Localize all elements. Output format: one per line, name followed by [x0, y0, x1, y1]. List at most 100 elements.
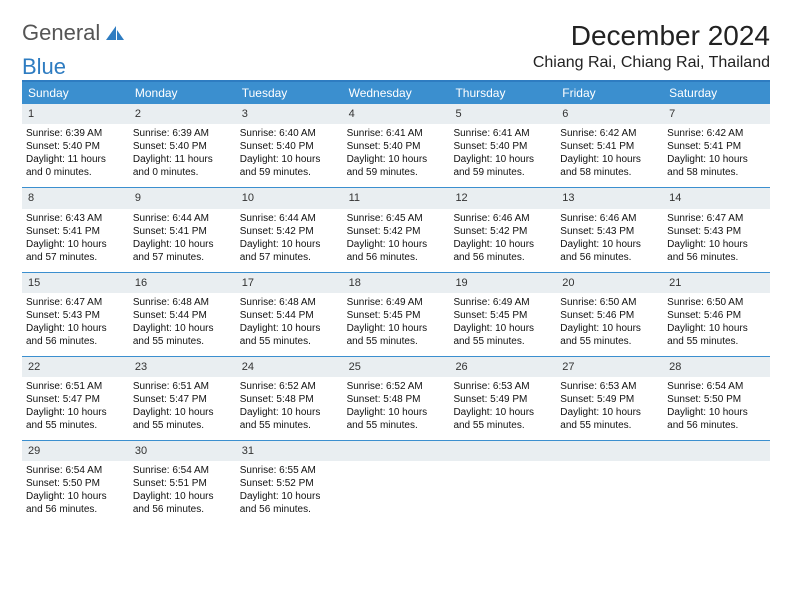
sunrise-text: Sunrise: 6:40 AM [240, 127, 339, 140]
calendar-day-cell: 8Sunrise: 6:43 AMSunset: 5:41 PMDaylight… [22, 188, 129, 271]
calendar-day-cell: 1Sunrise: 6:39 AMSunset: 5:40 PMDaylight… [22, 104, 129, 187]
daylight-text: Daylight: 10 hours and 55 minutes. [133, 322, 232, 348]
calendar-week-row: 15Sunrise: 6:47 AMSunset: 5:43 PMDayligh… [22, 272, 770, 356]
daylight-text: Daylight: 10 hours and 56 minutes. [453, 238, 552, 264]
sunrise-text: Sunrise: 6:42 AM [560, 127, 659, 140]
calendar-day-cell [343, 441, 450, 524]
logo: General [22, 20, 126, 46]
sunrise-text: Sunrise: 6:44 AM [133, 212, 232, 225]
sunset-text: Sunset: 5:49 PM [453, 393, 552, 406]
logo-word1: General [22, 20, 100, 46]
daylight-text: Daylight: 10 hours and 58 minutes. [560, 153, 659, 179]
day-details [663, 461, 770, 472]
sunset-text: Sunset: 5:47 PM [26, 393, 125, 406]
calendar-day-cell: 22Sunrise: 6:51 AMSunset: 5:47 PMDayligh… [22, 357, 129, 440]
day-number: 11 [343, 188, 450, 208]
sunset-text: Sunset: 5:44 PM [240, 309, 339, 322]
day-details: Sunrise: 6:44 AMSunset: 5:42 PMDaylight:… [236, 209, 343, 272]
day-details: Sunrise: 6:49 AMSunset: 5:45 PMDaylight:… [449, 293, 556, 356]
day-number: 29 [22, 441, 129, 461]
day-details: Sunrise: 6:42 AMSunset: 5:41 PMDaylight:… [663, 124, 770, 187]
day-number: 8 [22, 188, 129, 208]
daylight-text: Daylight: 10 hours and 55 minutes. [347, 322, 446, 348]
daylight-text: Daylight: 10 hours and 57 minutes. [133, 238, 232, 264]
daylight-text: Daylight: 10 hours and 55 minutes. [133, 406, 232, 432]
weekday-header: Wednesday [343, 82, 450, 104]
day-number: 6 [556, 104, 663, 124]
daylight-text: Daylight: 10 hours and 56 minutes. [560, 238, 659, 264]
day-details: Sunrise: 6:40 AMSunset: 5:40 PMDaylight:… [236, 124, 343, 187]
day-details: Sunrise: 6:43 AMSunset: 5:41 PMDaylight:… [22, 209, 129, 272]
day-number: 16 [129, 273, 236, 293]
day-number: 25 [343, 357, 450, 377]
logo-sail-icon [104, 24, 126, 42]
calendar-week-row: 8Sunrise: 6:43 AMSunset: 5:41 PMDaylight… [22, 187, 770, 271]
day-number: 22 [22, 357, 129, 377]
sunrise-text: Sunrise: 6:50 AM [560, 296, 659, 309]
calendar-day-cell: 27Sunrise: 6:53 AMSunset: 5:49 PMDayligh… [556, 357, 663, 440]
calendar-day-cell: 11Sunrise: 6:45 AMSunset: 5:42 PMDayligh… [343, 188, 450, 271]
calendar-day-cell: 6Sunrise: 6:42 AMSunset: 5:41 PMDaylight… [556, 104, 663, 187]
day-details [449, 461, 556, 472]
calendar-table: SundayMondayTuesdayWednesdayThursdayFrid… [22, 80, 770, 524]
sunset-text: Sunset: 5:45 PM [347, 309, 446, 322]
day-number: 23 [129, 357, 236, 377]
day-number [556, 441, 663, 461]
calendar-day-cell: 10Sunrise: 6:44 AMSunset: 5:42 PMDayligh… [236, 188, 343, 271]
day-details: Sunrise: 6:54 AMSunset: 5:50 PMDaylight:… [22, 461, 129, 524]
sunset-text: Sunset: 5:41 PM [133, 225, 232, 238]
day-number: 21 [663, 273, 770, 293]
day-details: Sunrise: 6:50 AMSunset: 5:46 PMDaylight:… [663, 293, 770, 356]
sunrise-text: Sunrise: 6:41 AM [453, 127, 552, 140]
calendar-day-cell: 9Sunrise: 6:44 AMSunset: 5:41 PMDaylight… [129, 188, 236, 271]
sunrise-text: Sunrise: 6:39 AM [133, 127, 232, 140]
day-number: 5 [449, 104, 556, 124]
sunrise-text: Sunrise: 6:52 AM [347, 380, 446, 393]
sunset-text: Sunset: 5:40 PM [453, 140, 552, 153]
day-number: 24 [236, 357, 343, 377]
sunset-text: Sunset: 5:43 PM [560, 225, 659, 238]
sunrise-text: Sunrise: 6:48 AM [133, 296, 232, 309]
day-number: 7 [663, 104, 770, 124]
daylight-text: Daylight: 10 hours and 55 minutes. [26, 406, 125, 432]
sunset-text: Sunset: 5:51 PM [133, 477, 232, 490]
calendar-day-cell: 17Sunrise: 6:48 AMSunset: 5:44 PMDayligh… [236, 273, 343, 356]
daylight-text: Daylight: 10 hours and 56 minutes. [240, 490, 339, 516]
daylight-text: Daylight: 11 hours and 0 minutes. [133, 153, 232, 179]
calendar-day-cell: 4Sunrise: 6:41 AMSunset: 5:40 PMDaylight… [343, 104, 450, 187]
page-title: December 2024 [571, 20, 770, 52]
weekday-header: Thursday [449, 82, 556, 104]
day-number: 10 [236, 188, 343, 208]
calendar-day-cell: 23Sunrise: 6:51 AMSunset: 5:47 PMDayligh… [129, 357, 236, 440]
day-details: Sunrise: 6:54 AMSunset: 5:51 PMDaylight:… [129, 461, 236, 524]
sunset-text: Sunset: 5:46 PM [560, 309, 659, 322]
calendar-day-cell: 3Sunrise: 6:40 AMSunset: 5:40 PMDaylight… [236, 104, 343, 187]
day-details: Sunrise: 6:44 AMSunset: 5:41 PMDaylight:… [129, 209, 236, 272]
sunset-text: Sunset: 5:42 PM [347, 225, 446, 238]
daylight-text: Daylight: 10 hours and 56 minutes. [133, 490, 232, 516]
calendar-day-cell [556, 441, 663, 524]
sunset-text: Sunset: 5:44 PM [133, 309, 232, 322]
day-details: Sunrise: 6:55 AMSunset: 5:52 PMDaylight:… [236, 461, 343, 524]
day-details: Sunrise: 6:53 AMSunset: 5:49 PMDaylight:… [556, 377, 663, 440]
day-number: 12 [449, 188, 556, 208]
day-details [343, 461, 450, 472]
daylight-text: Daylight: 10 hours and 56 minutes. [667, 238, 766, 264]
sunrise-text: Sunrise: 6:55 AM [240, 464, 339, 477]
day-number: 3 [236, 104, 343, 124]
day-details: Sunrise: 6:52 AMSunset: 5:48 PMDaylight:… [236, 377, 343, 440]
sunrise-text: Sunrise: 6:48 AM [240, 296, 339, 309]
day-number: 28 [663, 357, 770, 377]
day-details: Sunrise: 6:41 AMSunset: 5:40 PMDaylight:… [449, 124, 556, 187]
day-number: 31 [236, 441, 343, 461]
day-details: Sunrise: 6:41 AMSunset: 5:40 PMDaylight:… [343, 124, 450, 187]
calendar-day-cell: 7Sunrise: 6:42 AMSunset: 5:41 PMDaylight… [663, 104, 770, 187]
day-details: Sunrise: 6:46 AMSunset: 5:42 PMDaylight:… [449, 209, 556, 272]
day-number [449, 441, 556, 461]
day-number: 19 [449, 273, 556, 293]
sunset-text: Sunset: 5:43 PM [26, 309, 125, 322]
calendar-day-cell: 24Sunrise: 6:52 AMSunset: 5:48 PMDayligh… [236, 357, 343, 440]
daylight-text: Daylight: 10 hours and 59 minutes. [240, 153, 339, 179]
daylight-text: Daylight: 10 hours and 55 minutes. [560, 322, 659, 348]
sunset-text: Sunset: 5:41 PM [26, 225, 125, 238]
